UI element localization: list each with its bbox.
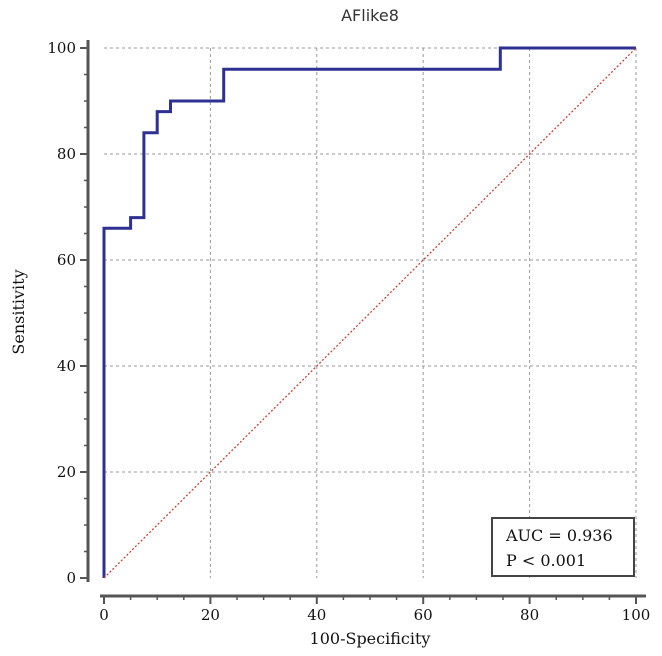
y-tick-label: 100 xyxy=(47,39,76,57)
x-tick-label: 0 xyxy=(99,606,109,624)
reference-diagonal-line xyxy=(103,47,637,579)
x-tick-label: 80 xyxy=(520,606,539,624)
y-tick-label: 40 xyxy=(57,357,76,375)
p-value-text: P < 0.001 xyxy=(506,551,586,570)
x-tick-label: 40 xyxy=(307,606,326,624)
y-tick-label: 0 xyxy=(66,569,76,587)
y-axis-title: Sensitivity xyxy=(9,269,28,354)
stats-legend: AUC = 0.936 P < 0.001 xyxy=(491,517,635,577)
y-tick-label: 80 xyxy=(57,145,76,163)
tick-marks: 0 20 40 60 80 100 0 20 40 60 80 100 xyxy=(47,39,650,624)
auc-text: AUC = 0.936 xyxy=(505,526,613,545)
x-tick-label: 20 xyxy=(201,606,220,624)
x-tick-label: 100 xyxy=(622,606,651,624)
x-axis-title: 100-Specificity xyxy=(310,629,431,648)
series-lines xyxy=(102,46,637,579)
y-tick-label: 60 xyxy=(57,251,76,269)
chart-title: AFlike8 xyxy=(341,6,399,25)
y-tick-label: 20 xyxy=(57,463,76,481)
stats-legend-frame xyxy=(491,517,635,577)
gridlines xyxy=(104,47,637,578)
x-tick-label: 60 xyxy=(414,606,433,624)
roc-curve-line xyxy=(102,46,636,578)
axes xyxy=(86,40,646,598)
